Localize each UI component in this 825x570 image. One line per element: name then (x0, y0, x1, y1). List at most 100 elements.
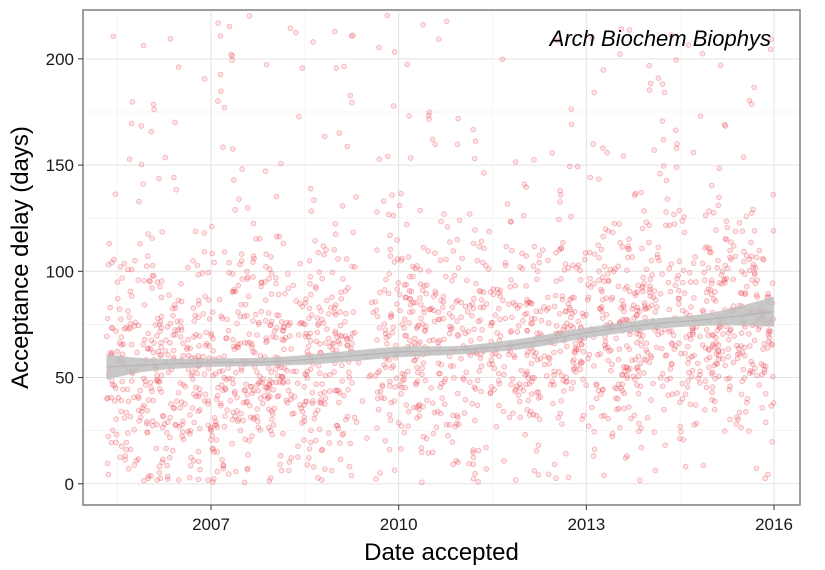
scatter-point (603, 295, 610, 301)
scatter-point (165, 369, 172, 376)
scatter-point (759, 404, 765, 411)
scatter-point (432, 250, 438, 257)
scatter-point (147, 346, 154, 352)
scatter-point (695, 375, 701, 382)
scatter-point (697, 372, 703, 378)
scatter-point (450, 461, 456, 468)
scatter-point (644, 414, 651, 421)
scatter-point (685, 360, 691, 367)
scatter-point (631, 315, 637, 321)
scatter-point (524, 406, 530, 413)
scatter-point (335, 338, 342, 345)
scatter-point (338, 289, 344, 296)
scatter-point (185, 428, 191, 435)
scatter-point (177, 380, 184, 387)
scatter-point (347, 335, 354, 341)
scatter-point (238, 410, 244, 417)
scatter-point (689, 329, 696, 336)
scatter-point (488, 319, 495, 326)
scatter-point (508, 381, 514, 388)
scatter-point (733, 421, 739, 427)
scatter-point (606, 348, 612, 354)
scatter-point (415, 403, 422, 409)
scatter-point (593, 382, 600, 389)
scatter-point (280, 240, 287, 247)
scatter-point (243, 381, 249, 388)
scatter-point (171, 302, 178, 308)
scatter-point (320, 243, 327, 249)
scatter-point (671, 211, 677, 218)
scatter-point (474, 377, 481, 384)
scatter-point (731, 333, 737, 339)
scatter-point (708, 277, 715, 284)
scatter-point (624, 375, 631, 382)
scatter-point (689, 331, 696, 338)
scatter-point (234, 320, 240, 327)
scatter-point (416, 413, 423, 419)
scatter-point (321, 401, 328, 407)
scatter-point (142, 382, 149, 388)
scatter-point (263, 339, 269, 345)
scatter-point (605, 278, 612, 285)
scatter-point (701, 277, 708, 283)
scatter-point (705, 332, 712, 339)
scatter-point (248, 383, 254, 390)
scatter-point (573, 346, 580, 353)
scatter-point (768, 36, 774, 43)
scatter-point (331, 304, 338, 311)
scatter-point (580, 348, 587, 355)
scatter-point (551, 303, 558, 310)
scatter-point (658, 329, 665, 336)
scatter-point (559, 421, 565, 427)
scatter-point (232, 288, 239, 295)
scatter-point (390, 212, 397, 219)
scatter-point (113, 431, 120, 438)
scatter-point (616, 221, 622, 227)
scatter-point (275, 393, 282, 399)
scatter-point (558, 245, 564, 252)
scatter-point (302, 321, 308, 328)
scatter-point (615, 381, 622, 387)
scatter-point (534, 268, 541, 274)
scatter-point (266, 275, 272, 282)
scatter-point (244, 466, 251, 473)
scatter-point (438, 380, 445, 387)
scatter-point (601, 412, 608, 419)
scatter-point (422, 327, 428, 334)
scatter-point (716, 165, 723, 172)
scatter-point (375, 406, 382, 413)
scatter-point (659, 370, 666, 377)
scatter-point (317, 397, 324, 404)
scatter-point (682, 391, 689, 398)
scatter-point (577, 267, 583, 274)
scatter-point (741, 352, 748, 359)
scatter-point (724, 376, 730, 382)
scatter-point (495, 290, 502, 296)
scatter-point (171, 405, 178, 412)
scatter-point (286, 459, 293, 466)
scatter-point (454, 318, 460, 324)
scatter-point (213, 437, 220, 443)
scatter-point (478, 238, 485, 245)
scatter-point (610, 268, 617, 275)
scatter-point (669, 341, 675, 347)
scatter-point (194, 262, 201, 269)
scatter-point (401, 325, 407, 331)
scatter-point (203, 342, 209, 349)
scatter-point (334, 387, 340, 394)
scatter-point (196, 458, 202, 465)
scatter-point (189, 405, 196, 411)
scatter-point (178, 324, 184, 330)
scatter-point (398, 384, 405, 391)
scatter-point (620, 153, 627, 160)
scatter-point (466, 379, 473, 386)
scatter-point (244, 205, 251, 211)
scatter-point (257, 395, 264, 401)
scatter-point (104, 460, 111, 467)
scatter-point (307, 185, 314, 192)
scatter-point (601, 472, 607, 479)
scatter-point (701, 407, 708, 413)
scatter-point (572, 340, 579, 347)
scatter-point (707, 287, 714, 293)
scatter-point (674, 276, 680, 282)
